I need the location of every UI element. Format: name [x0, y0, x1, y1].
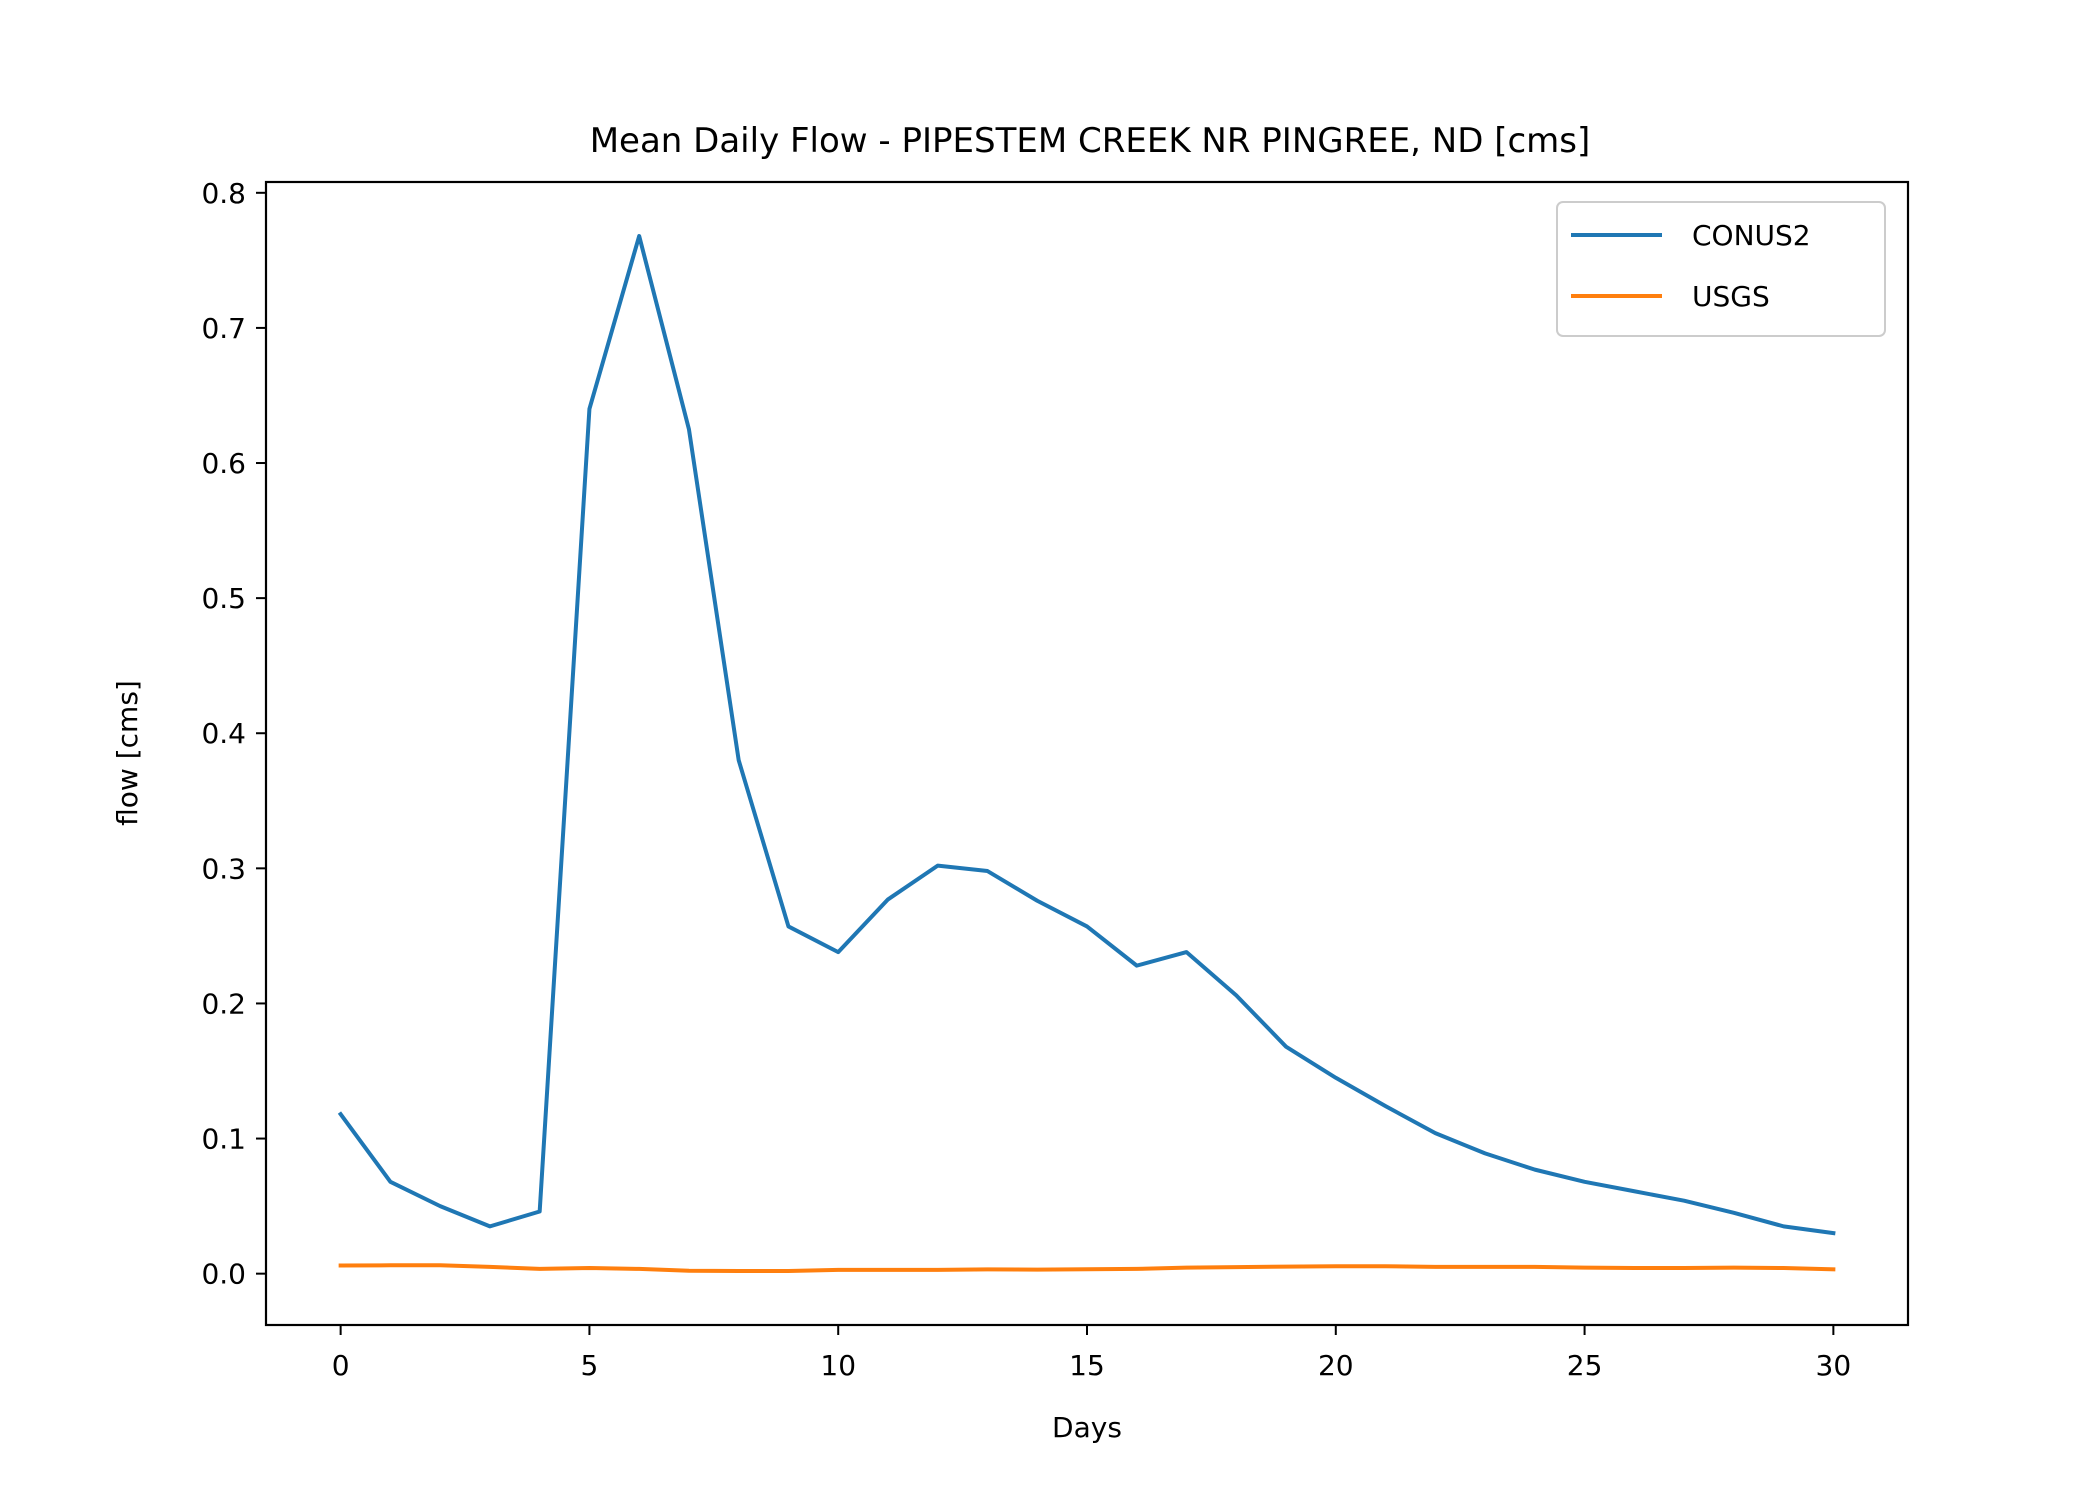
x-tick-label: 5: [581, 1349, 599, 1382]
series-line-conus2: [337, 234, 1836, 1236]
y-tick-label: 0.7: [201, 312, 246, 345]
y-axis-label: flow [cms]: [111, 680, 144, 826]
x-tick-label: 10: [820, 1349, 856, 1382]
chart-title: Mean Daily Flow - PIPESTEM CREEK NR PING…: [590, 121, 1591, 161]
legend-label-conus2: CONUS2: [1692, 219, 1811, 252]
x-axis: 0 5 10 15 20 25 30: [332, 1325, 1851, 1382]
x-tick-label: 0: [332, 1349, 350, 1382]
plot-frame: [264, 180, 1910, 1327]
y-tick-label: 0.4: [201, 717, 246, 750]
x-tick-label: 15: [1069, 1349, 1105, 1382]
y-tick-label: 0.3: [201, 852, 246, 885]
series-line-usgs: [338, 1263, 1836, 1273]
y-tick-label: 0.2: [201, 987, 246, 1020]
x-tick-label: 20: [1318, 1349, 1354, 1382]
x-axis-label: Days: [1052, 1411, 1122, 1444]
y-axis: 0.0 0.1 0.2 0.3 0.4 0.5 0.6 0.7 0.8: [201, 177, 266, 1291]
legend-label-usgs: USGS: [1692, 280, 1770, 313]
legend: CONUS2 USGS: [1556, 201, 1886, 337]
y-tick-label: 0.0: [201, 1258, 246, 1291]
y-tick-label: 0.8: [201, 177, 246, 210]
x-tick-label: 30: [1816, 1349, 1852, 1382]
y-tick-label: 0.5: [201, 582, 246, 615]
y-tick-label: 0.6: [201, 447, 246, 480]
y-tick-label: 0.1: [201, 1123, 246, 1156]
plot-area: [337, 234, 1836, 1273]
x-tick-label: 25: [1567, 1349, 1603, 1382]
